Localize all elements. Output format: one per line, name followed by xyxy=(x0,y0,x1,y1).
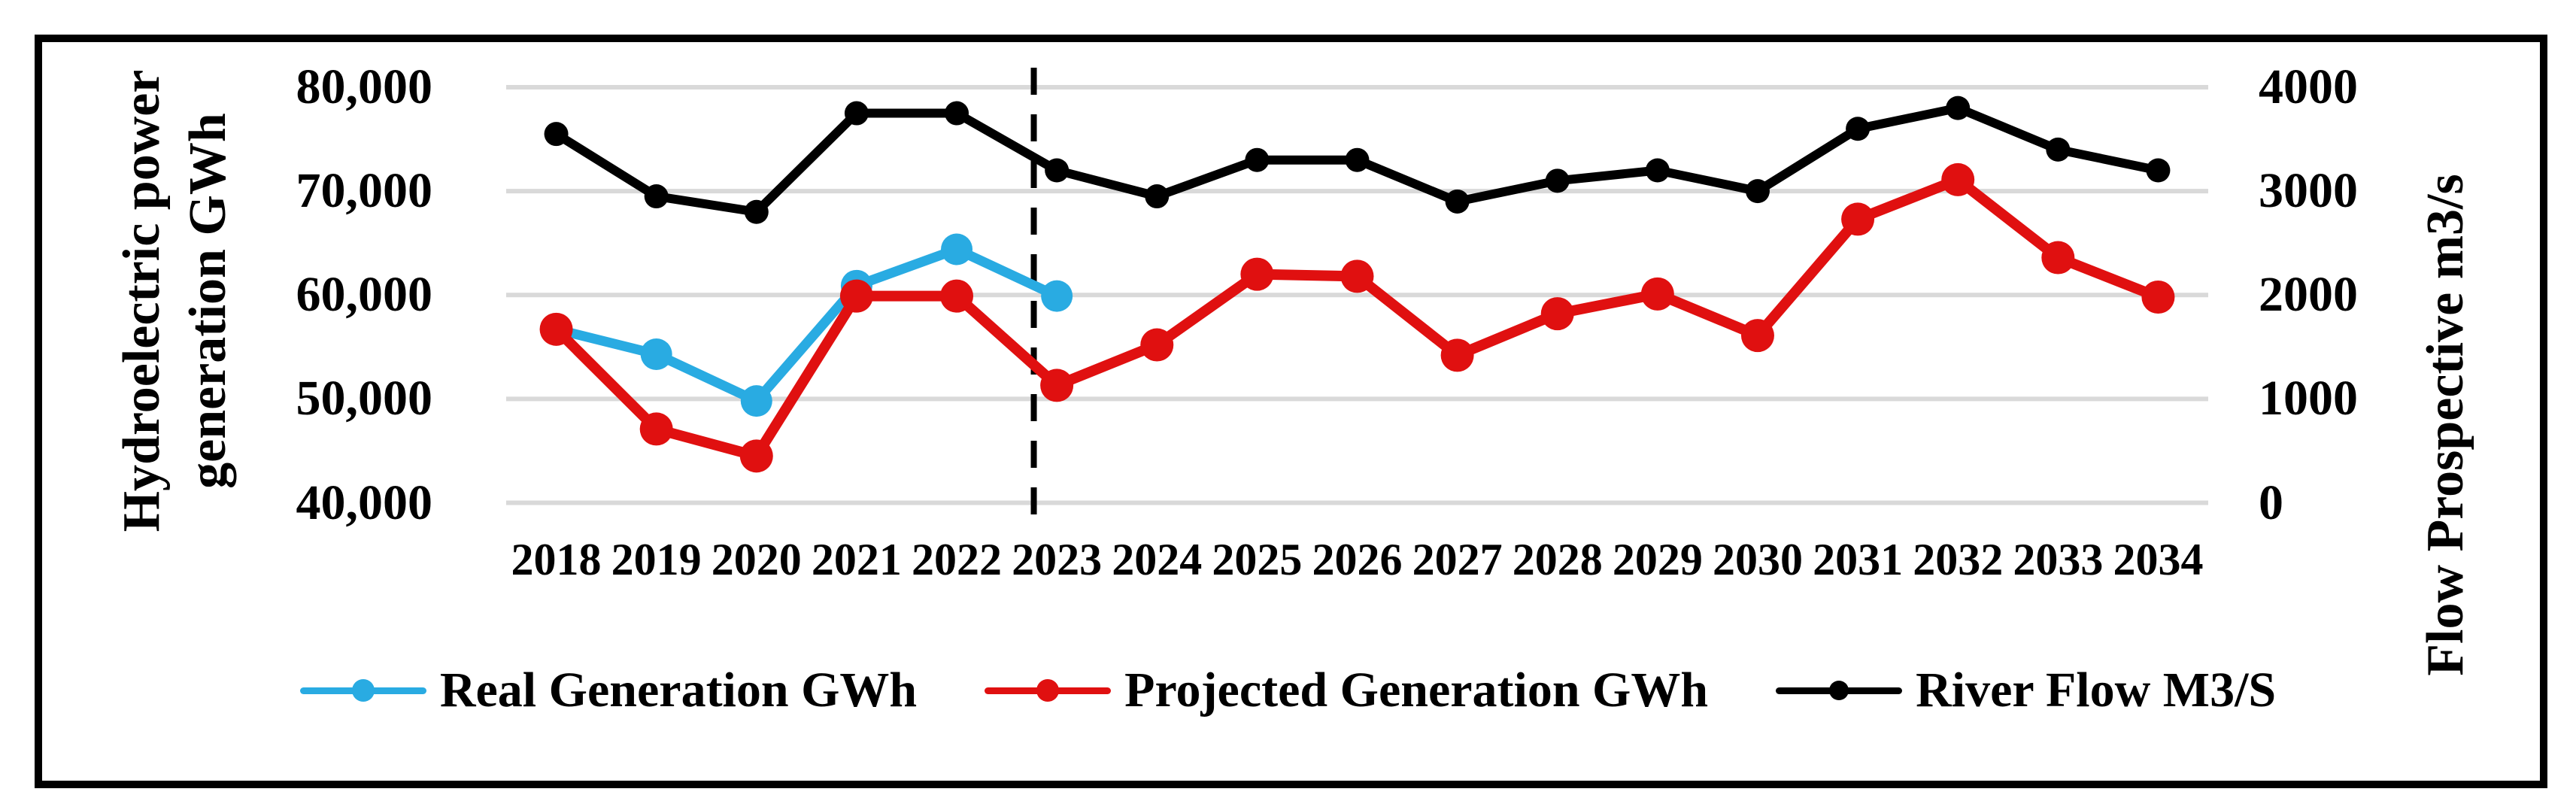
data-point-series-1 xyxy=(1540,297,1574,331)
data-point-series-1 xyxy=(1640,277,1674,311)
data-point-series-2 xyxy=(2046,137,2071,162)
left-tick-label: 70,000 xyxy=(296,163,433,219)
legend-line-projected-icon xyxy=(985,679,1112,702)
right-tick-label: 4000 xyxy=(2259,59,2358,114)
data-point-series-2 xyxy=(744,199,769,224)
year-label: 2028 xyxy=(1512,535,1603,584)
series-line-1 xyxy=(551,174,2164,462)
data-point-series-2 xyxy=(1545,168,1570,193)
year-label: 2027 xyxy=(1412,535,1503,584)
year-label: 2020 xyxy=(711,535,802,584)
data-point-series-2 xyxy=(945,101,969,126)
data-point-series-0 xyxy=(941,233,973,265)
data-point-series-2 xyxy=(1245,147,1270,172)
data-point-series-2 xyxy=(1045,158,1070,183)
data-point-series-2 xyxy=(1745,179,1770,204)
year-label: 2023 xyxy=(1012,535,1103,584)
left-axis-title-line2: generation GWh xyxy=(179,113,237,489)
legend-dot-real-icon xyxy=(351,679,375,702)
data-point-series-1 xyxy=(940,279,974,313)
data-point-series-1 xyxy=(1140,328,1174,362)
data-point-series-1 xyxy=(1040,369,1074,402)
right-tick-label: 1000 xyxy=(2259,371,2358,426)
right-tick-label: 3000 xyxy=(2259,163,2358,219)
data-point-series-2 xyxy=(1846,117,1871,141)
legend-item-river-flow: River Flow M3/S xyxy=(1776,653,2276,728)
data-point-series-2 xyxy=(644,184,669,209)
year-label: 2024 xyxy=(1112,535,1203,584)
data-point-series-2 xyxy=(1946,96,1971,120)
left-axis-title-line1: Hydroelectric power xyxy=(113,69,171,532)
data-point-series-1 xyxy=(639,412,673,446)
data-point-series-1 xyxy=(2041,241,2075,275)
left-tick-label: 60,000 xyxy=(296,267,433,323)
data-point-series-2 xyxy=(1345,147,1370,172)
data-point-series-1 xyxy=(839,279,873,313)
data-point-series-2 xyxy=(544,122,569,147)
data-point-series-1 xyxy=(1740,319,1774,353)
year-label: 2032 xyxy=(1913,535,2004,584)
year-label: 2030 xyxy=(1712,535,1803,584)
data-point-series-2 xyxy=(2146,158,2171,183)
data-point-series-1 xyxy=(1340,259,1374,293)
figure-border xyxy=(35,35,2547,788)
legend-label-real: Real Generation GWh xyxy=(439,663,918,718)
legend-line-river-flow-icon xyxy=(1776,681,1903,700)
data-point-series-1 xyxy=(1841,202,1875,236)
right-tick-label: 2000 xyxy=(2259,267,2358,323)
data-point-series-0 xyxy=(640,338,672,370)
legend-item-real-generation: Real Generation GWh xyxy=(299,653,918,728)
right-tick-label: 0 xyxy=(2259,475,2283,530)
data-point-series-2 xyxy=(1645,158,1670,183)
left-tick-label: 40,000 xyxy=(296,475,433,530)
legend-dot-river-flow-icon xyxy=(1829,681,1849,700)
legend-line-real-icon xyxy=(299,679,426,702)
data-point-series-1 xyxy=(2141,281,2175,314)
year-label: 2021 xyxy=(811,535,902,584)
legend-dot-projected-icon xyxy=(1036,679,1060,702)
data-point-series-0 xyxy=(1041,280,1073,312)
year-label: 2025 xyxy=(1212,535,1303,584)
left-tick-label: 50,000 xyxy=(296,371,433,426)
data-point-series-2 xyxy=(844,101,869,126)
year-label: 2022 xyxy=(912,535,1003,584)
data-point-series-2 xyxy=(1145,184,1170,209)
data-point-series-1 xyxy=(1440,338,1474,372)
legend-item-projected-generation: Projected Generation GWh xyxy=(985,653,1708,728)
year-label: 2033 xyxy=(2013,535,2104,584)
year-label: 2029 xyxy=(1612,535,1703,584)
data-point-series-0 xyxy=(740,385,772,417)
data-point-series-1 xyxy=(539,312,573,346)
series-line-0 xyxy=(551,244,1062,406)
legend-label-projected: Projected Generation GWh xyxy=(1124,663,1709,718)
year-label: 2019 xyxy=(611,535,702,584)
legend-label-river-flow: River Flow M3/S xyxy=(1916,663,2277,718)
legend: Real Generation GWh Projected Generation… xyxy=(75,653,2501,728)
left-tick-label: 80,000 xyxy=(296,59,433,114)
data-point-series-1 xyxy=(1941,162,1975,196)
data-point-series-1 xyxy=(739,439,773,473)
year-label: 2026 xyxy=(1312,535,1403,584)
year-label: 2018 xyxy=(511,535,602,584)
data-point-series-2 xyxy=(1445,189,1470,214)
data-point-series-1 xyxy=(1240,257,1274,291)
year-label: 2034 xyxy=(2113,535,2204,584)
left-axis-title: Hydroelectric power generation GWh xyxy=(109,70,241,532)
year-label: 2031 xyxy=(1813,535,1904,584)
